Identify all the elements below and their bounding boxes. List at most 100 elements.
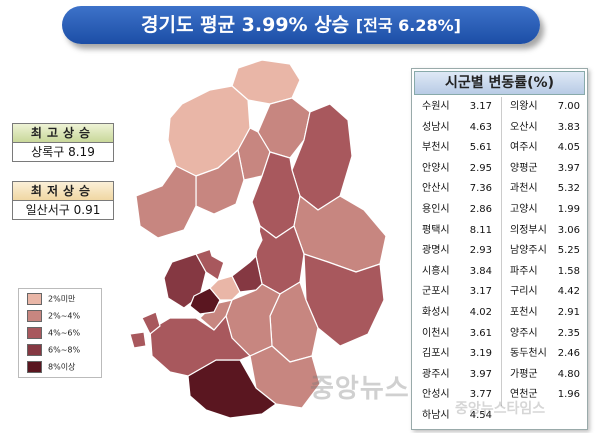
table-column-right: 의왕시 7.00 오산시 3.83 여주시 4.05 양평군 3.97 과천시 5.32 고양시 1.… [501,97,586,406]
seoul-hole [205,211,263,267]
region-name: 의왕시 [510,101,538,112]
region-rate: 5.25 [557,245,580,257]
watermark: 중앙뉴스 [310,374,410,404]
table-row: 안산시 7.36 [414,179,498,200]
table-row: 양평군 3.97 [502,159,586,180]
region-name: 군포시 [422,286,450,298]
region-rate: 7.00 [557,101,580,112]
region-name: 양평군 [510,162,538,174]
region-rate: 3.83 [557,121,580,133]
region-name: 안양시 [422,162,450,174]
region-rate: 1.96 [557,389,580,401]
region-rate: 3.97 [557,162,580,174]
region-rate: 1.58 [557,265,580,277]
region-name: 광주시 [422,368,450,380]
legend-label: 6%~8% [48,345,81,355]
region-rate: 2.46 [557,348,580,360]
table-title: 시군별 변동률(%) [414,71,585,95]
highest-value: 상록구 8.19 [31,145,95,159]
table-column-left: 수원시 3.17 성남시 4.63 부천시 5.61 안양시 2.95 안산시 7.36 용인시 2.… [414,97,498,427]
region-name: 연천군 [510,389,538,401]
legend-swatch [27,361,42,373]
region-name: 수원시 [422,101,450,112]
region-name: 광명시 [422,245,450,257]
table-row: 의왕시 7.00 [502,97,586,118]
region-name: 안성시 [422,389,450,401]
region-name: 파주시 [510,265,538,277]
watermark-sub: 중앙뉴스타임스 [455,401,546,417]
region-rate: 3.77 [469,389,492,401]
table-row: 용인시 2.86 [414,200,498,221]
region-rate: 7.36 [469,183,492,195]
table-row: 남양주시 5.25 [502,241,586,262]
table-row: 이천시 3.61 [414,324,498,345]
region-rate: 2.93 [469,245,492,257]
region-name: 고양시 [510,203,538,215]
region-rate: 8.11 [469,224,492,236]
region-rate: 3.19 [469,348,492,360]
table-row: 여주시 4.05 [502,138,586,159]
lowest-box: 최저상승 일산서구 0.91 [12,181,114,220]
region-rate: 4.54 [469,409,492,421]
legend-item: 8%이상 [27,361,75,373]
region-rate: 2.35 [557,327,580,339]
region-rate: 4.05 [557,142,580,154]
table-row: 광명시 2.93 [414,241,498,262]
table-row: 김포시 3.19 [414,344,498,365]
table-row: 군포시 3.17 [414,282,498,303]
table-row: 구리시 4.42 [502,282,586,303]
region-name: 하남시 [422,409,450,421]
region-name: 가평군 [510,368,538,380]
map-legend: 2%미만 2%~4% 4%~6% 6%~8% 8%이상 [18,288,102,378]
table-row: 광주시 3.97 [414,365,498,386]
legend-item: 2%~4% [27,310,80,322]
region-name: 화성시 [422,306,450,318]
table-row: 부천시 5.61 [414,138,498,159]
region-name: 평택시 [422,224,450,236]
highest-box: 최고상승 상록구 8.19 [12,123,114,162]
table-row: 수원시 3.17 [414,97,498,118]
region-rate: 3.17 [469,286,492,298]
region-rate: 4.80 [557,368,580,380]
legend-item: 4%~6% [27,327,80,339]
region-goyang [195,149,245,215]
table-row: 양주시 2.35 [502,324,586,345]
table-row: 오산시 3.83 [502,118,586,139]
region-name: 부천시 [422,142,450,154]
table-row: 안성시 3.77 [414,385,498,406]
region-rate: 5.32 [557,183,580,195]
region-name: 김포시 [422,348,450,360]
region-rate: 3.84 [469,265,492,277]
title-sub: [전국 6.28%] [355,16,461,35]
legend-label: 2%미만 [48,294,76,304]
region-islands [141,311,161,335]
region-name: 용인시 [422,203,450,215]
region-seongnam [231,255,263,293]
table-row: 화성시 4.02 [414,303,498,324]
table-row: 의정부시 3.06 [502,221,586,242]
legend-swatch [27,327,42,339]
table-row: 연천군 1.96 [502,385,586,406]
region-name: 의정부시 [510,224,547,236]
highest-label: 최고상승 [13,124,113,143]
region-name: 포천시 [510,306,538,318]
region-rate: 3.97 [469,368,492,380]
table-row: 과천시 5.32 [502,179,586,200]
table-row: 안양시 2.95 [414,159,498,180]
region-name: 여주시 [510,142,538,154]
lowest-label: 최저상승 [13,182,113,201]
region-gimpo [135,165,197,239]
region-islands-2 [129,331,147,349]
lowest-value: 일산서구 0.91 [25,203,101,217]
region-rate: 4.63 [469,121,492,133]
table-row: 성남시 4.63 [414,118,498,139]
region-name: 양주시 [510,327,538,339]
table-row: 고양시 1.99 [502,200,586,221]
region-name: 성남시 [422,121,450,133]
table-row: 시흥시 3.84 [414,262,498,283]
table-row: 가평군 4.80 [502,365,586,386]
table-row: 포천시 2.91 [502,303,586,324]
table-row: 평택시 8.11 [414,221,498,242]
legend-swatch [27,310,42,322]
